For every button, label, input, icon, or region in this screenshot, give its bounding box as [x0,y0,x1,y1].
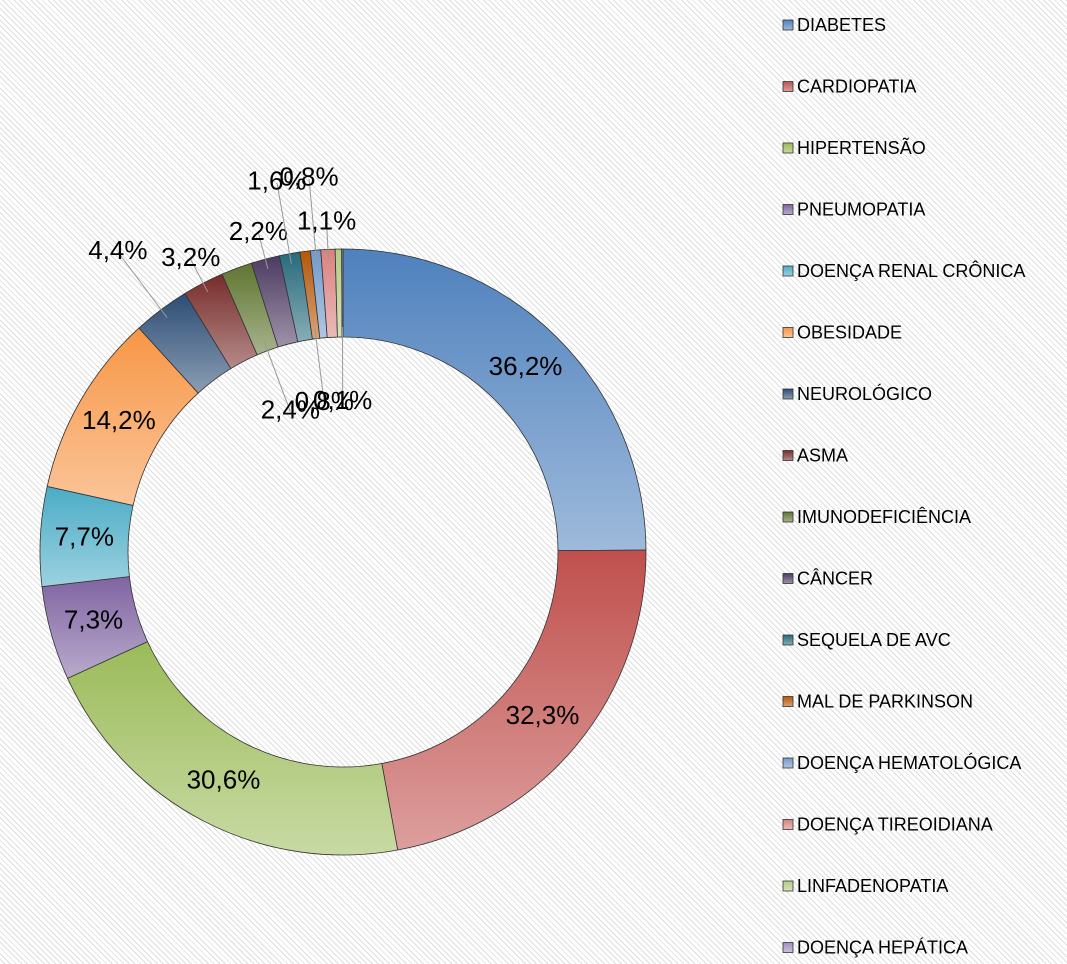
legend-label: DIABETES [797,15,886,35]
legend-label: IMUNODEFICIÊNCIA [797,507,971,527]
data-label: 0,8% [295,386,354,416]
legend-label: MAL DE PARKINSON [797,691,973,711]
legend-marker [782,388,794,400]
leader-line [117,251,168,318]
legend-marker [782,19,794,31]
data-label: 0,8% [279,161,338,191]
leader-line [257,232,269,269]
legend-label: CARDIOPATIA [797,76,916,96]
legend-marker [782,573,794,584]
legend-label: HIPERTENSÃO [797,137,926,158]
donut-slice [67,641,399,856]
data-label: 1,1% [297,205,356,235]
data-label: 2,2% [229,216,288,246]
data-label: 30,6% [187,765,261,795]
legend-marker [782,265,794,277]
data-label: 14,2% [82,405,156,435]
legend-label: DOENÇA RENAL CRÔNICA [797,260,1025,281]
data-label: 2,4% [261,394,320,424]
data-label: 1,6% [247,166,306,196]
leader-line [326,222,329,260]
data-label: 32,3% [506,700,580,730]
leader-line [308,178,317,261]
legend-marker [782,204,794,215]
legend-marker [782,942,794,953]
legend-marker [782,81,794,92]
legend-label: DOENÇA TIREOIDIANA [797,814,993,834]
data-label: 4,4% [88,235,147,265]
legend-marker [782,511,794,523]
leader-line [314,328,325,404]
legend-label: CÂNCER [797,568,873,588]
legend-label: PNEUMOPATIA [797,199,925,219]
legend-marker [782,880,794,892]
legend-marker [782,327,794,338]
legend-label: OBESIDADE [797,322,902,342]
leader-line [190,259,209,293]
data-label: 3,2% [161,242,220,272]
donut-slice [342,248,647,552]
data-label: 0,1% [313,385,372,415]
legend-label: NEUROLÓGICO [797,383,932,404]
legend-label: ASMA [797,445,848,465]
legend-marker [782,142,794,154]
legend-marker [782,757,794,769]
leader-line [263,341,291,412]
data-label: 7,7% [55,521,114,551]
legend-marker [782,696,794,707]
legend-marker [782,634,794,646]
legend-label: SEQUELA DE AVC [797,630,951,650]
legend-label: LINFADENOPATIA [797,876,948,896]
legend-marker [782,819,794,830]
donut-slice [341,248,344,338]
legend-label: DOENÇA HEPÁTICA [797,937,968,957]
legend-label: DOENÇA HEMATOLÓGICA [797,752,1021,773]
legend-marker [782,450,794,461]
data-label: 36,2% [489,351,563,381]
donut-slice [381,549,647,851]
leader-line [276,182,292,264]
data-label: 7,3% [64,605,123,635]
